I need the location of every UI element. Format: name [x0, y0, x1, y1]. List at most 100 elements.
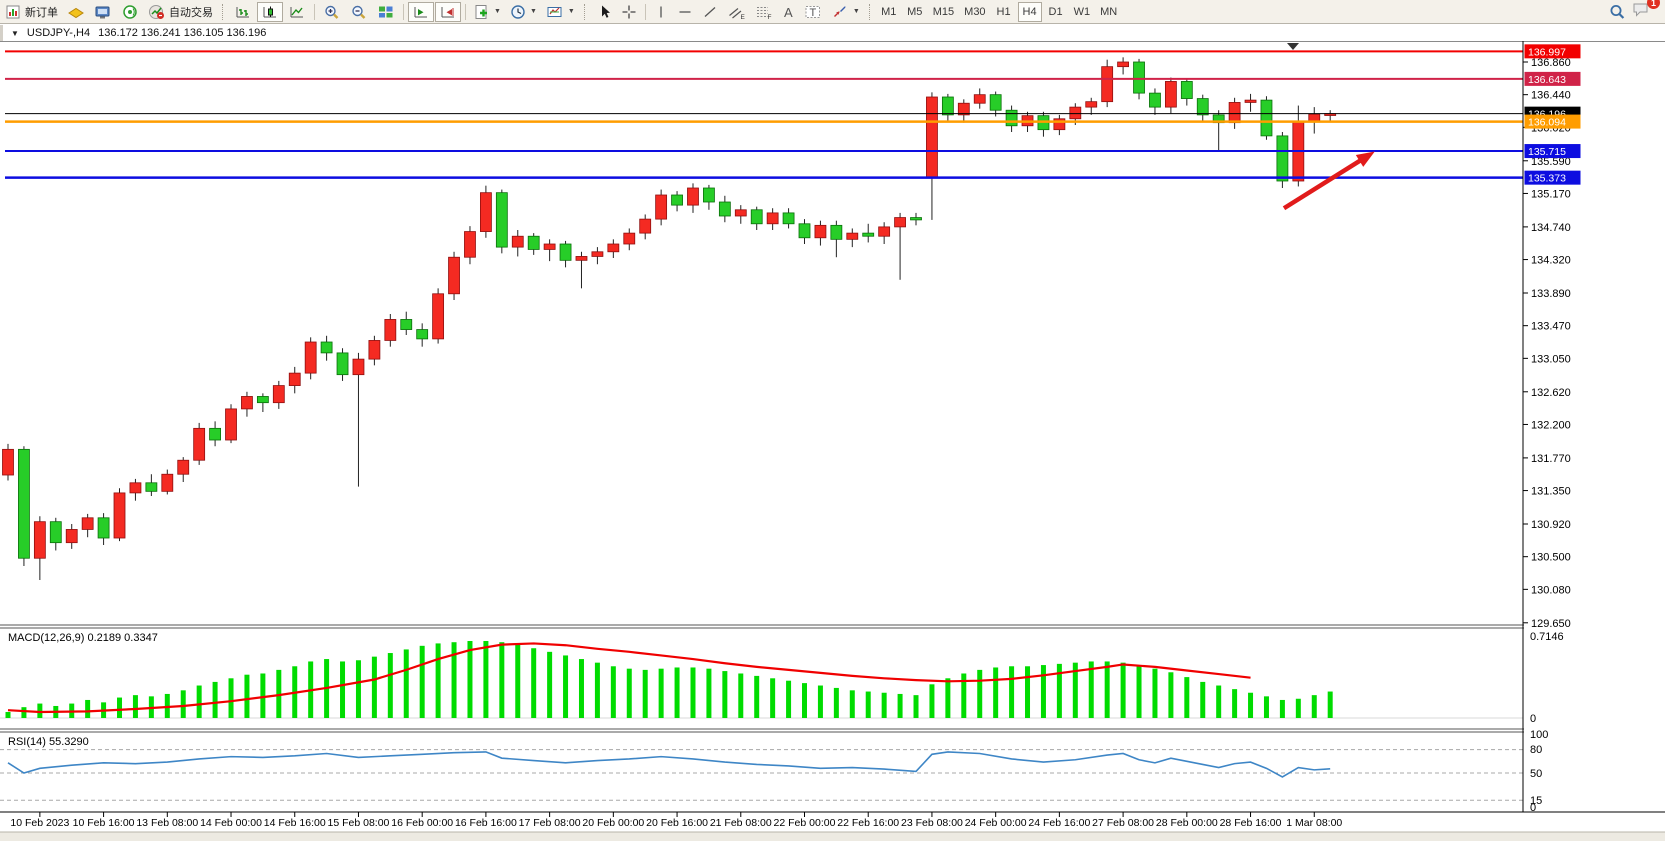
candle-bull — [543, 243, 556, 250]
horizontal-levels-layer[interactable] — [5, 50, 1523, 179]
macd-histogram-bar — [802, 683, 807, 718]
mail-button[interactable] — [63, 2, 89, 22]
auto-scroll-button[interactable] — [408, 1, 434, 22]
chart-background[interactable] — [0, 41, 1665, 841]
macd-histogram-bar — [1327, 691, 1333, 718]
horizontal-line-button[interactable] — [673, 2, 697, 22]
candle-bull — [225, 408, 237, 441]
periods-clock-icon — [511, 4, 525, 19]
macd-histogram-bar — [1263, 696, 1269, 718]
candle-bear — [145, 482, 158, 492]
candle-bull — [1069, 106, 1082, 120]
macd-axis-zero-label: 0 — [1530, 713, 1536, 725]
macd-histogram-bar — [578, 659, 584, 718]
market-watch-button[interactable] — [90, 2, 116, 22]
signals-button[interactable] — [117, 2, 143, 22]
timeframe-m1[interactable]: M1 — [877, 2, 901, 22]
search-icon — [1610, 4, 1625, 19]
timeframe-w1[interactable]: W1 — [1070, 2, 1095, 22]
candle-bull — [113, 492, 126, 539]
text-button[interactable]: A — [777, 2, 799, 22]
svg-text:135.373: 135.373 — [1528, 173, 1566, 185]
macd-histogram-bar — [754, 675, 760, 718]
zoom-in-button[interactable] — [319, 2, 345, 22]
arrow-objects-button[interactable]: ▼ — [827, 2, 864, 22]
macd-histogram-bar — [1056, 663, 1062, 718]
fibonacci-button[interactable]: F — [750, 2, 776, 22]
search-button[interactable] — [1604, 2, 1630, 22]
bar-chart-button[interactable] — [230, 2, 256, 22]
line-chart-button[interactable] — [284, 2, 310, 22]
time-axis-label: 16 Feb 16:00 — [455, 817, 517, 829]
auto-trading-button[interactable]: 自动交易 — [144, 2, 217, 22]
timeframe-m5[interactable]: M5 — [903, 2, 927, 22]
equidistant-channel-button[interactable]: E — [723, 2, 749, 22]
notifications-button[interactable]: 1 — [1631, 0, 1660, 23]
candle-bull — [734, 209, 747, 217]
macd-histogram-bar — [929, 684, 935, 718]
text-label-button[interactable]: T — [800, 2, 826, 22]
trend-arrow-head[interactable] — [1355, 151, 1375, 167]
chart-shift-button[interactable] — [435, 1, 461, 22]
price-tag — [1524, 114, 1581, 129]
time-axis[interactable]: 10 Feb 2023 10 Feb 16:00 13 Feb 08:00 14 Fe… — [0, 811, 1665, 829]
macd-histogram-bar — [355, 660, 361, 718]
chart-ohlc-readout: 136.172 136.241 136.105 136.196 — [98, 27, 267, 39]
macd-histogram-bar — [610, 666, 616, 718]
macd-histogram-bar — [132, 695, 138, 718]
timeframe-m30[interactable]: M30 — [960, 2, 989, 22]
periods-button[interactable]: ▼ — [506, 2, 541, 22]
macd-histogram-bar — [706, 668, 712, 718]
candle-bull — [655, 194, 668, 220]
candle-bear — [97, 517, 110, 539]
candle-bear — [1260, 99, 1273, 137]
trendline-button[interactable] — [698, 2, 722, 22]
trend-arrow-annotation[interactable] — [1282, 155, 1366, 211]
price-axis-tick-label: 134.320 — [1531, 255, 1571, 267]
timeframe-h1[interactable]: H1 — [992, 2, 1016, 22]
chart-shift-marker-icon[interactable] — [1287, 43, 1299, 50]
price-axis[interactable]: 136.860136.440136.020135.590135.170134.7… — [1522, 41, 1665, 814]
timeframe-h4[interactable]: H4 — [1017, 1, 1042, 22]
candle-bear — [1276, 135, 1289, 182]
macd-histogram-bar — [945, 678, 951, 718]
cursor-button[interactable] — [592, 2, 616, 22]
tile-windows-button[interactable] — [373, 2, 399, 22]
candle-bear — [1149, 92, 1161, 108]
macd-histogram-bar — [1168, 672, 1174, 718]
candlestick-chart-button[interactable] — [257, 1, 283, 22]
timeframe-mn[interactable]: MN — [1096, 2, 1121, 22]
macd-histogram-bar — [1152, 668, 1158, 718]
macd-histogram-bar — [642, 669, 648, 718]
time-axis-label: 28 Feb 16:00 — [1220, 817, 1282, 829]
timeframe-m15[interactable]: M15 — [929, 2, 958, 22]
candle-bear — [49, 521, 62, 544]
chart-window-titlebar[interactable]: ▼ USDJPY-,H4 136.172 136.241 136.105 136… — [0, 25, 1665, 41]
time-axis-label: 10 Feb 16:00 — [73, 817, 135, 829]
macd-histogram-bar — [1136, 665, 1142, 718]
candle-bull — [1164, 81, 1177, 108]
candle-bear — [400, 319, 413, 330]
add-indicator-button[interactable]: ▼ — [470, 2, 505, 22]
chart-canvas[interactable]: MACD(12,26,9) 0.2189 0.3347 RSI(14) 55.32… — [0, 41, 1665, 841]
trendline-icon — [704, 6, 716, 17]
macd-histogram-bar — [515, 644, 521, 718]
candle-bull — [368, 340, 381, 360]
macd-histogram-bar — [865, 691, 871, 718]
templates-button[interactable]: ▼ — [542, 2, 579, 22]
candle-bull — [814, 224, 827, 239]
new-order-button[interactable]: 新订单 — [2, 2, 62, 22]
vertical-line-icon — [660, 6, 662, 17]
zoom-out-button[interactable] — [346, 2, 372, 22]
candle-bear — [1180, 81, 1193, 99]
macd-axis-max-label: 0.7146 — [1530, 631, 1564, 643]
candle-bear — [782, 212, 795, 225]
time-axis-label: 14 Feb 00:00 — [200, 817, 262, 829]
price-axis-tick-label: 136.440 — [1531, 90, 1571, 102]
timeframe-d1[interactable]: D1 — [1044, 2, 1068, 22]
crosshair-button[interactable] — [617, 2, 641, 22]
rsi-axis-label: 100 — [1530, 729, 1548, 741]
collapse-triangle-icon[interactable]: ▼ — [11, 28, 19, 38]
macd-histogram-bar — [5, 711, 11, 718]
vertical-line-button[interactable] — [650, 2, 672, 22]
